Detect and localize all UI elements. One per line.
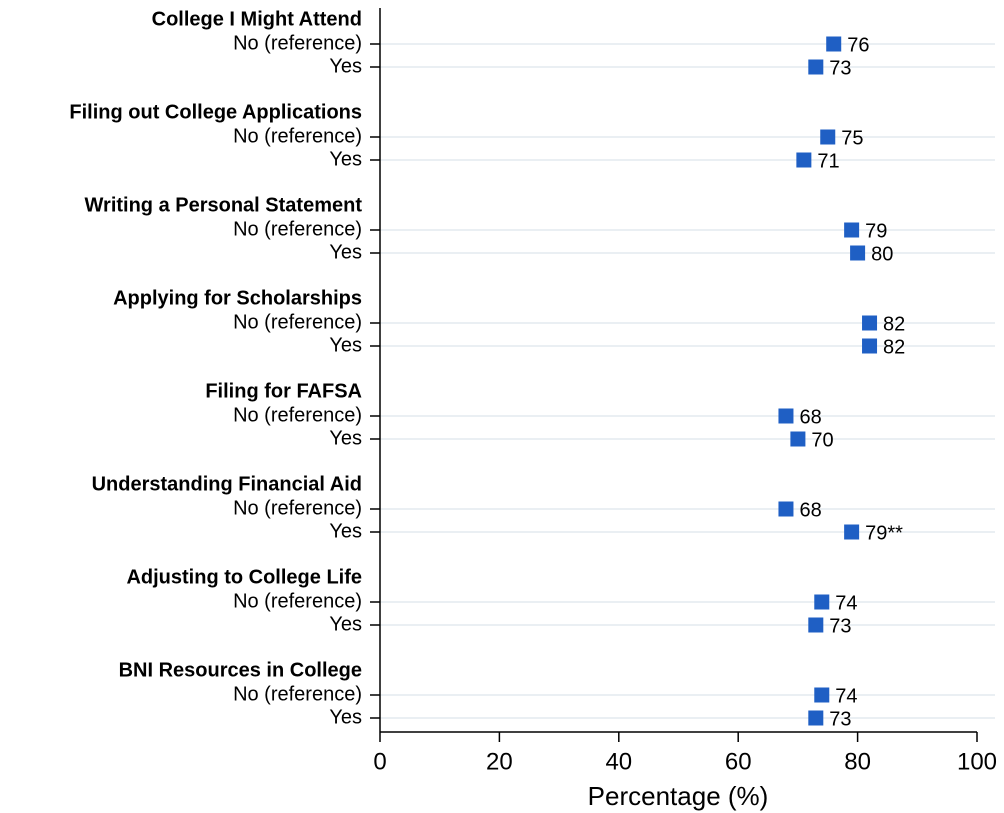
- marker: [778, 501, 794, 517]
- data-label: 80: [871, 243, 893, 265]
- x-axis-title: Percentage (%): [588, 781, 769, 811]
- group-title: Filing for FAFSA: [205, 380, 362, 402]
- data-label: 82: [883, 336, 905, 358]
- y-tick-label: No (reference): [233, 218, 362, 240]
- group-title: Filing out College Applications: [69, 101, 362, 123]
- marker: [826, 36, 842, 52]
- y-tick-label: No (reference): [233, 125, 362, 147]
- data-label: 71: [817, 150, 839, 172]
- marker: [814, 687, 830, 703]
- marker: [862, 338, 878, 354]
- y-tick-label: No (reference): [233, 683, 362, 705]
- data-label: 79: [865, 220, 887, 242]
- data-label: 68: [799, 406, 821, 428]
- data-label: 73: [829, 708, 851, 730]
- x-tick-label: 80: [844, 748, 871, 775]
- x-tick-label: 40: [605, 748, 632, 775]
- y-tick-label: Yes: [329, 520, 362, 542]
- marker: [814, 594, 830, 610]
- y-tick-label: Yes: [329, 334, 362, 356]
- y-tick-label: No (reference): [233, 311, 362, 333]
- marker: [844, 524, 860, 540]
- group-title: BNI Resources in College: [119, 659, 362, 681]
- y-tick-label: No (reference): [233, 32, 362, 54]
- marker: [820, 129, 836, 145]
- marker: [850, 245, 866, 261]
- marker: [808, 710, 824, 726]
- group-title: Adjusting to College Life: [126, 566, 362, 588]
- y-tick-label: No (reference): [233, 404, 362, 426]
- y-tick-label: Yes: [329, 55, 362, 77]
- data-label: 73: [829, 57, 851, 79]
- data-label: 82: [883, 313, 905, 335]
- marker: [808, 59, 824, 75]
- y-tick-label: Yes: [329, 613, 362, 635]
- group-title: Applying for Scholarships: [113, 287, 362, 309]
- y-tick-label: Yes: [329, 148, 362, 170]
- y-tick-label: No (reference): [233, 590, 362, 612]
- y-tick-label: Yes: [329, 706, 362, 728]
- marker: [796, 152, 812, 168]
- data-label: 70: [811, 429, 833, 451]
- data-label: 73: [829, 615, 851, 637]
- marker: [808, 617, 824, 633]
- x-tick-label: 20: [486, 748, 513, 775]
- x-tick-label: 100: [957, 748, 997, 775]
- x-tick-label: 60: [725, 748, 752, 775]
- marker: [862, 315, 878, 331]
- y-tick-label: No (reference): [233, 497, 362, 519]
- y-tick-label: Yes: [329, 427, 362, 449]
- y-tick-label: Yes: [329, 241, 362, 263]
- group-title: Understanding Financial Aid: [92, 473, 362, 495]
- group-title: Writing a Personal Statement: [85, 194, 363, 216]
- x-tick-label: 0: [373, 748, 386, 775]
- data-label: 74: [835, 592, 857, 614]
- marker: [790, 431, 806, 447]
- data-label: 75: [841, 127, 863, 149]
- group-title: College I Might Attend: [152, 8, 362, 30]
- data-label: 76: [847, 34, 869, 56]
- data-label: 79**: [865, 522, 903, 544]
- data-label: 74: [835, 685, 857, 707]
- data-label: 68: [799, 499, 821, 521]
- marker: [778, 408, 794, 424]
- marker: [844, 222, 860, 238]
